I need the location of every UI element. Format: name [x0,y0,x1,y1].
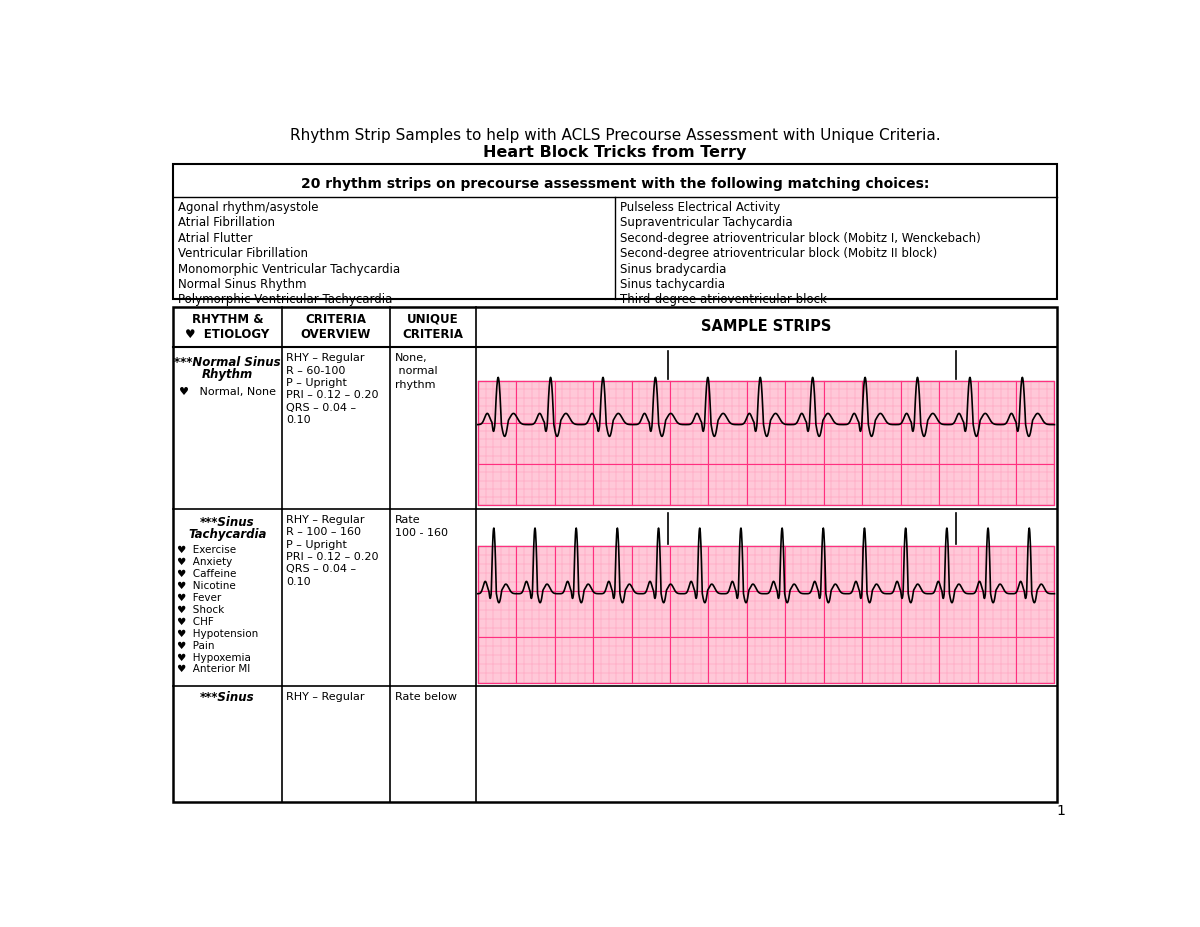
Text: Sinus tachycardia: Sinus tachycardia [619,278,725,291]
Text: Atrial Flutter: Atrial Flutter [178,232,252,245]
Text: RHY – Regular: RHY – Regular [287,692,365,703]
Text: RHYTHM &
♥  ETIOLOGY: RHYTHM & ♥ ETIOLOGY [185,312,270,341]
Text: Rhythm Strip Samples to help with ACLS Precourse Assessment with Unique Criteria: Rhythm Strip Samples to help with ACLS P… [289,128,941,144]
Text: ***Sinus: ***Sinus [200,516,254,529]
Text: RHY – Regular: RHY – Regular [287,515,365,525]
Bar [478,546,1055,682]
Text: P – Upright: P – Upright [287,540,347,550]
Text: 20 rhythm strips on precourse assessment with the following matching choices:: 20 rhythm strips on precourse assessment… [301,177,929,191]
Text: Normal Sinus Rhythm: Normal Sinus Rhythm [178,278,306,291]
Text: ***Normal Sinus: ***Normal Sinus [174,356,281,369]
Text: P – Upright: P – Upright [287,378,347,388]
Text: Second-degree atrioventricular block (Mobitz II block): Second-degree atrioventricular block (Mo… [619,248,937,260]
Text: Supraventricular Tachycardia: Supraventricular Tachycardia [619,216,792,229]
Text: PRI – 0.12 – 0.20: PRI – 0.12 – 0.20 [287,390,379,400]
Text: Tachycardia: Tachycardia [188,528,266,541]
Text: SAMPLE STRIPS: SAMPLE STRIPS [701,319,832,335]
Bar [173,164,1057,299]
Text: normal: normal [395,366,438,376]
Text: 100 - 160: 100 - 160 [395,528,448,539]
Text: CRITERIA
OVERVIEW: CRITERIA OVERVIEW [301,312,371,341]
Text: None,: None, [395,353,427,363]
Text: R – 60-100: R – 60-100 [287,366,346,375]
Text: QRS – 0.04 –: QRS – 0.04 – [287,565,356,575]
Text: Rhythm: Rhythm [202,368,253,381]
Text: Polymorphic Ventricular Tachycardia: Polymorphic Ventricular Tachycardia [178,293,392,307]
Text: 0.10: 0.10 [287,577,311,587]
Bar [173,307,1057,802]
Text: Rate: Rate [395,515,420,525]
Text: Atrial Fibrillation: Atrial Fibrillation [178,216,275,229]
Text: RHY – Regular: RHY – Regular [287,353,365,363]
Text: ♥   Normal, None: ♥ Normal, None [180,387,276,397]
Text: ♥  Anterior MI: ♥ Anterior MI [178,665,251,675]
Text: ♥  Caffeine: ♥ Caffeine [178,569,236,579]
Text: Monomorphic Ventricular Tachycardia: Monomorphic Ventricular Tachycardia [178,262,400,275]
Text: ♥  Hypotension: ♥ Hypotension [178,629,258,639]
Text: ♥  Shock: ♥ Shock [178,604,224,615]
Text: Sinus bradycardia: Sinus bradycardia [619,262,726,275]
Text: ♥  Fever: ♥ Fever [178,593,221,603]
Text: Second-degree atrioventricular block (Mobitz I, Wenckebach): Second-degree atrioventricular block (Mo… [619,232,980,245]
Text: R – 100 – 160: R – 100 – 160 [287,527,361,538]
Text: 0.10: 0.10 [287,415,311,425]
Text: ♥  Nicotine: ♥ Nicotine [178,581,236,590]
Text: ♥  CHF: ♥ CHF [178,616,214,627]
Text: Third-degree atrioventricular block: Third-degree atrioventricular block [619,293,827,307]
Text: ♥  Pain: ♥ Pain [178,641,215,651]
Text: Agonal rhythm/asystole: Agonal rhythm/asystole [178,201,318,214]
Bar [478,381,1055,505]
Text: ♥  Exercise: ♥ Exercise [178,545,236,555]
Text: 1: 1 [1056,804,1066,819]
Text: ***Sinus: ***Sinus [200,692,254,705]
Text: Pulseless Electrical Activity: Pulseless Electrical Activity [619,201,780,214]
Text: rhythm: rhythm [395,379,436,389]
Text: UNIQUE
CRITERIA: UNIQUE CRITERIA [402,312,463,341]
Text: Heart Block Tricks from Terry: Heart Block Tricks from Terry [484,146,746,160]
Text: QRS – 0.04 –: QRS – 0.04 – [287,402,356,413]
Text: Ventricular Fibrillation: Ventricular Fibrillation [178,248,308,260]
Text: PRI – 0.12 – 0.20: PRI – 0.12 – 0.20 [287,552,379,562]
Text: ♥  Hypoxemia: ♥ Hypoxemia [178,653,251,663]
Text: Rate below: Rate below [395,692,457,703]
Text: ♥  Anxiety: ♥ Anxiety [178,557,233,567]
